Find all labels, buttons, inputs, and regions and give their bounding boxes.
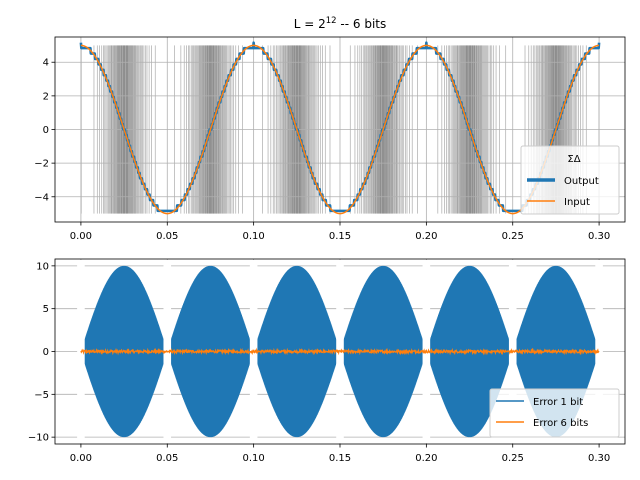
x-tick-label: 0.05 [156,453,178,464]
legend-label-input: Input [564,197,590,208]
top-chart: L = 212 -- 6 bits 0.00 0.05 0.10 0.15 0.20 0.… [34,16,626,242]
legend: ΣΔ Output Input [520,145,620,215]
legend-label-error-1bit: Error 1 bit [533,397,583,408]
y-tick-label: −2 [34,159,49,170]
x-tick-label: 0.10 [243,231,265,242]
x-tick-label: 0.00 [70,453,92,464]
bottom-chart: 0.00 0.05 0.10 0.15 0.20 0.25 0.30 10 5 0 −5 −10 Er… [28,258,626,464]
x-tick-label: 0.15 [329,453,351,464]
y-tick-label: −4 [34,192,49,203]
x-tick-label: 0.20 [415,231,437,242]
tick-group: 0.00 0.05 0.10 0.15 0.20 0.25 0.30 4 2 0 −2 −4 [34,58,610,242]
y-tick-label: −5 [34,390,49,401]
series-group [79,41,601,215]
series-group [77,260,603,443]
legend-title: ΣΔ [567,154,580,165]
y-tick-label: 2 [43,91,49,102]
y-tick-label: 0 [43,347,49,358]
x-tick-label: 0.25 [502,231,524,242]
x-tick-label: 0.30 [588,453,610,464]
y-tick-label: 5 [43,304,49,315]
chart-title: L = 212 -- 6 bits [294,16,387,31]
x-tick-label: 0.10 [243,453,265,464]
legend-label-error-6bits: Error 6 bits [533,418,588,429]
x-tick-label: 0.05 [156,231,178,242]
x-tick-label: 0.15 [329,231,351,242]
legend-label-output: Output [564,176,599,187]
y-tick-label: 0 [43,125,49,136]
series-line-output [79,41,601,213]
x-tick-label: 0.25 [502,453,524,464]
series-line-input [80,44,600,215]
tick-group: 0.00 0.05 0.10 0.15 0.20 0.25 0.30 10 5 0 −5 −10 [28,261,610,464]
series-line-error-6bits [80,347,600,356]
legend: Error 1 bit Error 6 bits [489,388,620,438]
y-tick-label: 4 [43,58,49,69]
y-tick-label: 10 [36,261,49,272]
x-tick-label: 0.00 [70,231,92,242]
x-tick-label: 0.30 [588,231,610,242]
y-tick-label: −10 [28,433,49,444]
legend-box [520,145,620,215]
x-tick-label: 0.20 [415,453,437,464]
